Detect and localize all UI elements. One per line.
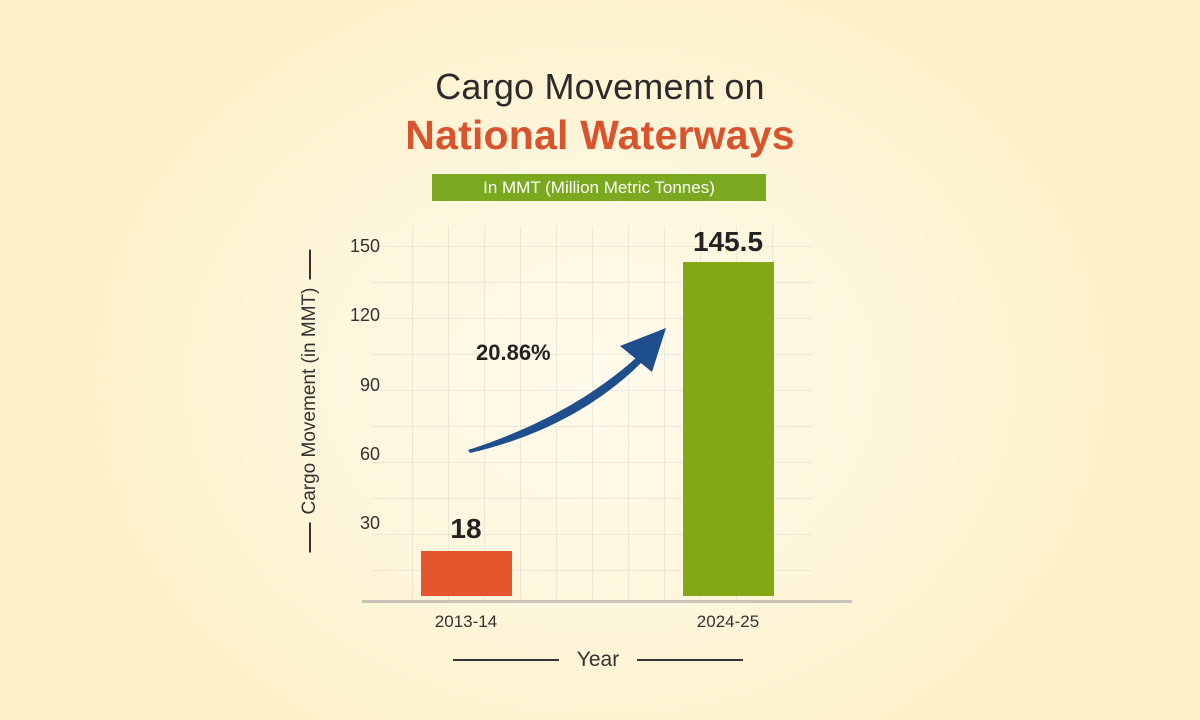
y-axis-label: Cargo Movement (in MMT) (299, 249, 321, 553)
bar-value-2024-25: 145.5 (692, 226, 764, 257)
y-axis-label-container: Cargo Movement (in MMT) (210, 226, 410, 576)
axis-dash-decoration (309, 249, 311, 280)
y-tick-30: 30 (359, 513, 380, 533)
axis-dash-decoration (452, 659, 559, 661)
x-axis-baseline (362, 600, 852, 603)
x-axis-label: Year (448, 648, 748, 672)
y-tick-150: 150 (349, 236, 380, 256)
y-tick-60: 60 (359, 444, 380, 464)
bar-value-2013-14: 18 (450, 513, 482, 544)
growth-percentage-label: 20.86% (476, 340, 551, 365)
x-tick-2013-14: 2013-14 (434, 612, 498, 631)
y-axis-label-text: Cargo Movement (in MMT) (299, 287, 320, 515)
y-tick-90: 90 (359, 375, 380, 395)
axis-dash-decoration (309, 522, 311, 553)
bar-2024-25 (683, 262, 774, 596)
chart-title-line1: Cargo Movement on (435, 66, 765, 107)
chart-title-line2: National Waterways (405, 112, 795, 158)
x-axis-label-text: Year (576, 648, 620, 671)
x-tick-2024-25: 2024-25 (696, 612, 760, 631)
y-tick-120: 120 (349, 305, 380, 325)
unit-badge: In MMT (Million Metric Tonnes) (432, 174, 766, 201)
growth-arrow-icon (468, 328, 666, 453)
bar-2013-14 (421, 551, 512, 596)
axis-dash-decoration (637, 659, 744, 661)
